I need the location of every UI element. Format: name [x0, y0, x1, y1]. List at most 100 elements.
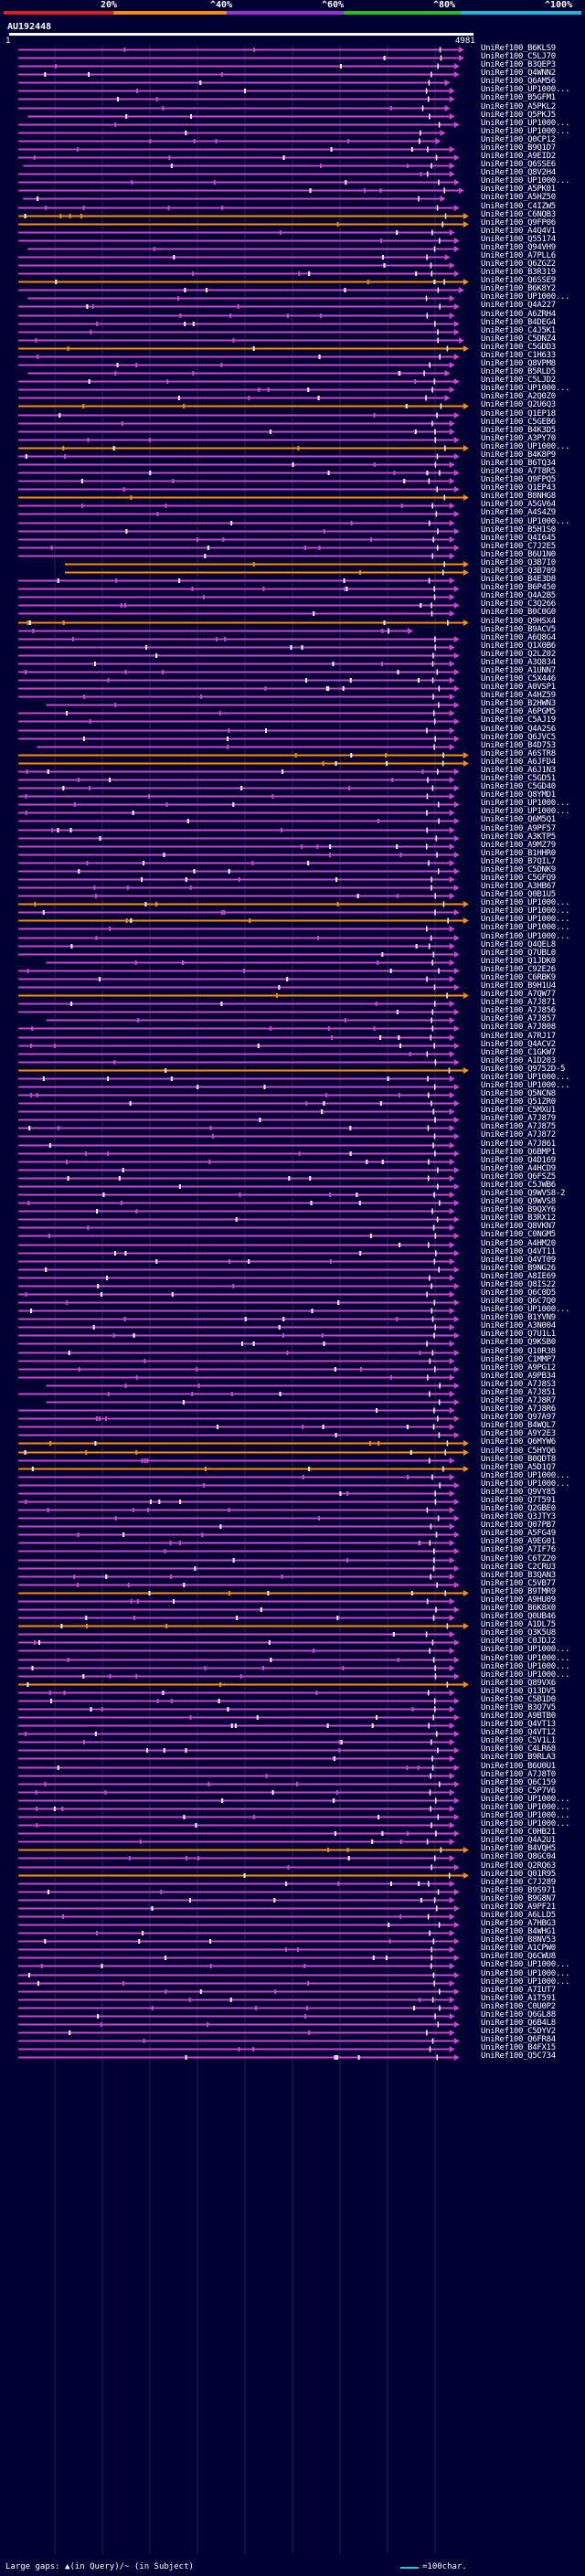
hit-row[interactable]: UniRef100_B3Q7V5 — [0, 1703, 585, 1713]
hit-row[interactable]: UniRef100_B4D753 — [0, 741, 585, 751]
hit-label[interactable]: UniRef100_A7J872 — [481, 1130, 556, 1140]
hit-label[interactable]: UniRef100_Q4A2B5 — [481, 591, 556, 601]
hit-row[interactable]: UniRef100_A4HZ59 — [0, 692, 585, 701]
hit-label[interactable]: UniRef100_A7RJ17 — [481, 1031, 556, 1041]
hit-label[interactable]: UniRef100_A7QW77 — [481, 990, 556, 1000]
hit-row[interactable]: UniRef100_A7J875 — [0, 1123, 585, 1132]
hit-label[interactable]: UniRef100_B3QAN3 — [481, 1570, 556, 1580]
hit-label[interactable]: UniRef100_A9EID2 — [481, 152, 556, 162]
hit-label[interactable]: UniRef100_A5PKL2 — [481, 101, 556, 111]
hit-label[interactable]: UniRef100_Q1X0B6 — [481, 641, 556, 651]
hit-row[interactable]: UniRef100_A4HCD9 — [0, 1164, 585, 1174]
hit-label[interactable]: UniRef100_B6K8Y2 — [481, 284, 556, 294]
hit-label[interactable]: UniRef100_B1YVN9 — [481, 1313, 556, 1323]
hit-row[interactable]: UniRef100_C7J2E5 — [0, 542, 585, 552]
hit-row[interactable]: UniRef100_C5B1D0 — [0, 1694, 585, 1705]
hit-row[interactable]: UniRef100_B9S971 — [0, 1886, 585, 1896]
hit-row[interactable]: UniRef100_Q0UB46 — [0, 1613, 585, 1622]
hit-row[interactable]: UniRef100_Q4A227 — [0, 302, 585, 311]
hit-row[interactable]: UniRef100_UP1000... — [0, 932, 585, 942]
hit-row[interactable]: UniRef100_Q55174 — [0, 235, 585, 245]
hit-label[interactable]: UniRef100_C4LR68 — [481, 1744, 556, 1754]
hit-label[interactable]: UniRef100_B9ACV5 — [481, 624, 556, 634]
hit-label[interactable]: UniRef100_C5V1L1 — [481, 1736, 556, 1746]
hit-row[interactable]: UniRef100_Q8VKN7 — [0, 1223, 585, 1232]
hit-label[interactable]: UniRef100_A8IE69 — [481, 1271, 556, 1281]
hit-row[interactable]: UniRef100_A7RJ17 — [0, 1031, 585, 1042]
hit-row[interactable]: UniRef100_Q8YMD1 — [0, 791, 585, 800]
hit-row[interactable]: UniRef100_Q94VH9 — [0, 243, 585, 253]
hit-label[interactable]: UniRef100_B3Q7V5 — [481, 1703, 556, 1712]
hit-row[interactable]: UniRef100_Q4VT09 — [0, 1256, 585, 1266]
hit-row[interactable]: UniRef100_A5D1Q7 — [0, 1463, 585, 1473]
hit-label[interactable]: UniRef100_C3Q266 — [481, 599, 556, 610]
hit-label[interactable]: UniRef100_Q4ACV2 — [481, 1039, 556, 1049]
hit-label[interactable]: UniRef100_B1HHR0 — [481, 848, 556, 858]
hit-label[interactable]: UniRef100_Q6AM56 — [481, 77, 556, 87]
hit-label[interactable]: UniRef100_A4Q4V1 — [481, 226, 556, 236]
hit-label[interactable]: UniRef100_Q9WVS8 — [481, 1197, 556, 1207]
hit-row[interactable]: UniRef100_Q6FSZ5 — [0, 1172, 585, 1182]
hit-row[interactable]: UniRef100_UP1000... — [0, 127, 585, 137]
hit-row[interactable]: UniRef100_C5DYV2 — [0, 2028, 585, 2037]
hit-label[interactable]: UniRef100_Q3K5U8 — [481, 1628, 556, 1638]
hit-label[interactable]: UniRef100_C5JWB6 — [481, 1180, 556, 1190]
hit-row[interactable]: UniRef100_C5V1L1 — [0, 1736, 585, 1746]
hit-row[interactable]: UniRef100_B0QDT8 — [0, 1455, 585, 1465]
hit-row[interactable]: UniRef100_UP1000... — [0, 385, 585, 394]
hit-label[interactable]: UniRef100_Q6BMP1 — [481, 1147, 556, 1157]
hit-row[interactable]: UniRef100_B9RLA3 — [0, 1754, 585, 1763]
hit-label[interactable]: UniRef100_A9PF21 — [481, 1902, 556, 1912]
hit-row[interactable]: UniRef100_UP1000... — [0, 177, 585, 186]
hit-label[interactable]: UniRef100_C0NGM5 — [481, 1230, 556, 1240]
hit-row[interactable]: UniRef100_A4S4Z9 — [0, 509, 585, 518]
hit-row[interactable]: UniRef100_B9QXY6 — [0, 1206, 585, 1215]
hit-label[interactable]: UniRef100_A7J808 — [481, 1023, 556, 1033]
hit-row[interactable]: UniRef100_A9Y2E3 — [0, 1430, 585, 1439]
hit-label[interactable]: UniRef100_C5HYQ6 — [481, 1446, 556, 1456]
hit-label[interactable]: UniRef100_C5VB77 — [481, 1578, 556, 1588]
hit-row[interactable]: UniRef100_Q6BMP1 — [0, 1147, 585, 1158]
hit-label[interactable]: UniRef100_Q5PKJ5 — [481, 110, 556, 120]
hit-label[interactable]: UniRef100_Q2LZ02 — [481, 649, 556, 659]
hit-row[interactable]: UniRef100_UP1000... — [0, 1654, 585, 1664]
hit-label[interactable]: UniRef100_C5GFQ9 — [481, 874, 556, 883]
hit-row[interactable]: UniRef100_UP1000... — [0, 1305, 585, 1315]
hit-label[interactable]: UniRef100_UP1000... — [481, 1645, 570, 1655]
hit-label[interactable]: UniRef100_Q5C734 — [481, 2051, 556, 2062]
hit-row[interactable]: UniRef100_A5FG49 — [0, 1530, 585, 1539]
hit-row[interactable]: UniRef100_C6RBK9 — [0, 973, 585, 983]
hit-row[interactable]: UniRef100_A7J861 — [0, 1139, 585, 1150]
hit-row[interactable]: UniRef100_C1MMP7 — [0, 1355, 585, 1365]
hit-row[interactable]: UniRef100_A7QW77 — [0, 991, 585, 1000]
hit-label[interactable]: UniRef100_C6NQB3 — [481, 209, 556, 219]
hit-label[interactable]: UniRef100_Q4A227 — [481, 301, 556, 311]
hit-row[interactable]: UniRef100_A1T591 — [0, 1994, 585, 2004]
hit-row[interactable]: UniRef100_A6LLD5 — [0, 1912, 585, 1921]
hit-label[interactable]: UniRef100_Q4VT11 — [481, 1246, 556, 1256]
hit-row[interactable]: UniRef100_Q4A2B5 — [0, 591, 585, 601]
hit-row[interactable]: UniRef100_Q6C7Q0 — [0, 1298, 585, 1307]
hit-label[interactable]: UniRef100_C5B1D0 — [481, 1694, 556, 1704]
hit-row[interactable]: UniRef100_UP1000... — [0, 1977, 585, 1988]
hit-label[interactable]: UniRef100_B4WHG1 — [481, 1927, 556, 1937]
hit-row[interactable]: UniRef100_Q1EP43 — [0, 484, 585, 493]
hit-row[interactable]: UniRef100_UP1000... — [0, 442, 585, 452]
hit-label[interactable]: UniRef100_A6J1N3 — [481, 765, 556, 775]
hit-label[interactable]: UniRef100_A9EG01 — [481, 1537, 556, 1547]
hit-label[interactable]: UniRef100_UP1000... — [481, 1305, 570, 1315]
hit-row[interactable]: UniRef100_Q7T591 — [0, 1497, 585, 1506]
hit-row[interactable]: UniRef100_A3Q834 — [0, 658, 585, 668]
hit-label[interactable]: UniRef100_Q0CP12 — [481, 134, 556, 144]
hit-row[interactable]: UniRef100_C5GFQ9 — [0, 875, 585, 884]
hit-row[interactable]: UniRef100_B4VQH5 — [0, 1845, 585, 1854]
hit-label[interactable]: UniRef100_A7J861 — [481, 1139, 556, 1149]
hit-row[interactable]: UniRef100_Q9WVS8 — [0, 1197, 585, 1207]
hit-row[interactable]: UniRef100_C5VB77 — [0, 1578, 585, 1589]
hit-row[interactable]: UniRef100_B3RX12 — [0, 1214, 585, 1224]
hit-label[interactable]: UniRef100_B6TQ34 — [481, 459, 556, 468]
hit-row[interactable]: UniRef100_A3PY70 — [0, 434, 585, 444]
hit-label[interactable]: UniRef100_Q3B7I0 — [481, 557, 556, 567]
hit-row[interactable]: UniRef100_A5PK01 — [0, 186, 585, 195]
hit-row[interactable]: UniRef100_C5LJ70 — [0, 53, 585, 62]
